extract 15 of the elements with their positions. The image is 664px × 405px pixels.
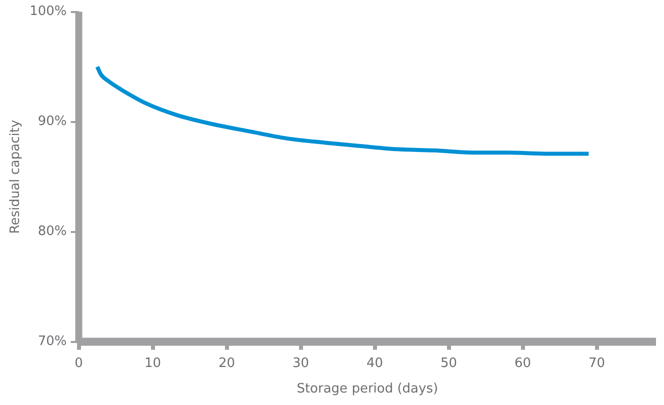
x-tick-label: 50	[440, 356, 458, 371]
x-tick-label: 20	[218, 356, 236, 371]
y-tick-label: 100%	[30, 4, 67, 20]
y-tick-label: 80%	[38, 224, 67, 240]
y-tick-label: 70%	[38, 334, 67, 350]
x-tick-label: 70	[588, 356, 606, 371]
x-tick-label: 10	[144, 356, 162, 371]
y-tick-label: 90%	[38, 114, 67, 130]
line-series	[95, 64, 591, 156]
y-axis-title: Residual capacity	[8, 120, 24, 234]
x-tick-label: 0	[74, 356, 83, 371]
x-axis-title: Storage period (days)	[296, 382, 438, 397]
x-tick-label: 30	[292, 356, 310, 371]
x-tick-label: 60	[514, 356, 532, 371]
x-tick-label: 40	[366, 356, 384, 371]
